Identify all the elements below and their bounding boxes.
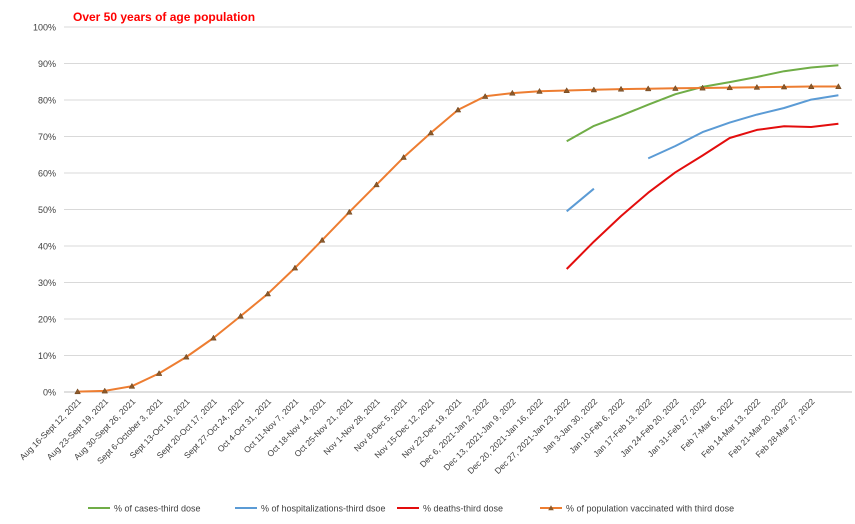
y-tick-label: 20% <box>38 315 56 325</box>
legend-label: % of hospitalizations-third dsoe <box>261 504 386 514</box>
data-point-marker <box>210 334 217 341</box>
series-line <box>77 85 839 393</box>
y-tick-label: 100% <box>33 23 56 33</box>
data-point-marker <box>237 312 244 319</box>
y-tick-label: 90% <box>38 59 56 69</box>
data-point-marker <box>644 85 652 92</box>
legend-label: % of population vaccinated with third do… <box>566 504 734 514</box>
data-point-marker <box>101 387 108 394</box>
y-tick-label: 50% <box>38 205 56 215</box>
legend-label: % deaths-third dose <box>423 504 503 514</box>
legend: % of cases-third dose % of hospitalizatio… <box>88 504 734 514</box>
data-point-marker <box>481 93 489 99</box>
data-point-marker <box>563 87 570 93</box>
data-point-marker <box>617 85 625 92</box>
series-line <box>647 94 839 160</box>
data-point-marker <box>183 353 190 360</box>
data-point-marker <box>590 86 598 93</box>
data-point-marker <box>726 84 733 91</box>
data-point-marker <box>672 85 679 91</box>
y-tick-label: 0% <box>43 388 56 398</box>
data-point-marker <box>835 83 842 89</box>
series-line <box>565 122 839 270</box>
data-point-marker <box>400 153 407 160</box>
data-point-marker <box>318 236 326 243</box>
y-axis: 0% 10% 20% 30% 40% 50% 60% 70% 80% 90% 100% <box>33 23 56 398</box>
data-point-marker <box>427 129 435 136</box>
series-line <box>566 187 595 213</box>
data-point-marker <box>74 388 81 395</box>
data-point-marker <box>454 106 462 113</box>
data-point-marker <box>753 83 761 90</box>
data-point-marker <box>155 370 163 376</box>
data-point-marker <box>699 84 706 91</box>
y-tick-label: 60% <box>38 169 56 179</box>
legend-label: % of cases-third dose <box>114 504 201 514</box>
y-tick-label: 10% <box>38 351 56 361</box>
y-tick-label: 80% <box>38 96 56 106</box>
series-lines <box>74 64 842 395</box>
legend-marker <box>548 505 554 511</box>
data-point-marker <box>264 290 272 297</box>
data-point-marker <box>509 89 516 96</box>
data-point-marker <box>128 382 136 389</box>
data-point-marker <box>780 83 788 90</box>
data-point-marker <box>346 208 353 215</box>
y-tick-label: 40% <box>38 242 56 252</box>
y-tick-label: 30% <box>38 278 56 288</box>
chart-title: Over 50 years of age population <box>73 10 255 24</box>
data-point-marker <box>808 83 815 89</box>
data-point-marker <box>373 181 380 188</box>
y-tick-label: 70% <box>38 132 56 142</box>
gridlines <box>64 26 852 393</box>
data-point-marker <box>291 264 299 271</box>
data-point-marker <box>536 87 543 94</box>
